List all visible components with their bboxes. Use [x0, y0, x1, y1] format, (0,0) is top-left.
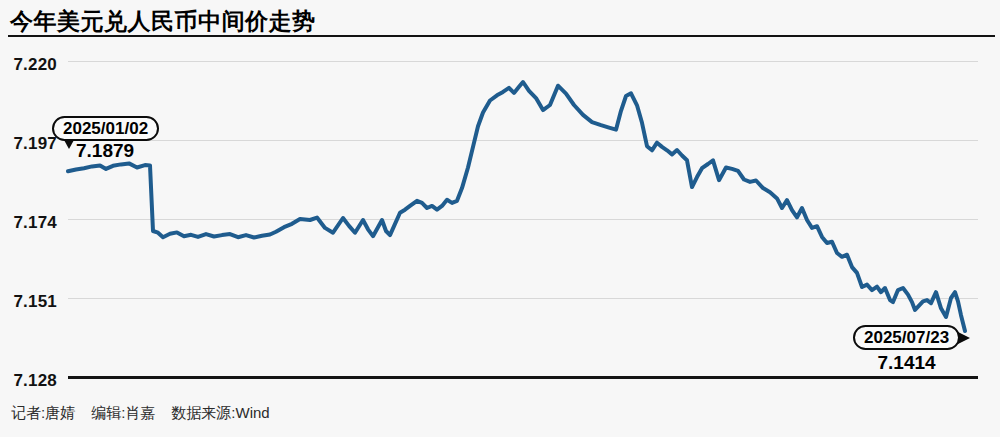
chart-page: 今年美元兑人民币中间价走势 7.2207.1977.1747.1517.128 … — [0, 0, 1000, 437]
price-line-chart — [0, 0, 1000, 437]
annotation-start-date-pill: 2025/01/02 — [52, 116, 159, 141]
annotation-end-date-pill: 2025/07/23 — [853, 325, 960, 350]
credits-footer: 记者:唐婧编辑:肖嘉数据来源:Wind — [11, 404, 286, 423]
credit-reporter: 记者:唐婧 — [11, 404, 75, 421]
right-arrow-icon — [958, 332, 970, 344]
annotation-end: 2025/07/23 7.1414 — [853, 325, 960, 374]
annotation-start: 2025/01/02 7.1879 — [52, 116, 159, 141]
credit-source: 数据来源:Wind — [171, 404, 269, 421]
credit-editor: 编辑:肖嘉 — [91, 404, 155, 421]
down-arrow-icon — [64, 140, 74, 149]
annotation-end-value: 7.1414 — [853, 352, 960, 374]
annotation-start-date: 2025/01/02 — [63, 119, 148, 138]
annotation-start-value: 7.1879 — [76, 140, 134, 162]
annotation-end-date: 2025/07/23 — [864, 328, 949, 347]
price-line-series — [68, 82, 965, 331]
